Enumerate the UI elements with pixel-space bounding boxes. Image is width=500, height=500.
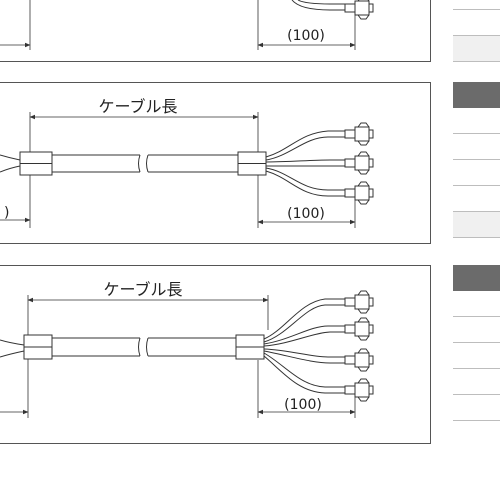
dimension-tail-label: (100) <box>287 206 325 222</box>
connector <box>344 348 374 372</box>
diagram-bottom: ケーブル長 (100) <box>0 280 374 418</box>
connector <box>344 317 374 341</box>
connector <box>344 151 374 175</box>
connector <box>344 290 374 314</box>
cable-length-label: ケーブル長 <box>103 280 182 299</box>
left-partial-label: ) <box>4 205 9 221</box>
dimension-tail-label: (100) <box>284 397 322 413</box>
diagram-top: (100) <box>0 0 374 50</box>
connector <box>344 378 374 402</box>
cable-length-label: ケーブル長 <box>98 97 177 116</box>
connector <box>344 181 374 205</box>
spec-table-bottom <box>453 265 500 421</box>
connector <box>344 122 374 146</box>
dimension-tail-label: (100) <box>287 28 325 44</box>
spec-table-top <box>453 0 500 62</box>
diagram-middle: ケーブル長 ) (100) <box>0 97 374 228</box>
spec-table-middle <box>453 82 500 238</box>
